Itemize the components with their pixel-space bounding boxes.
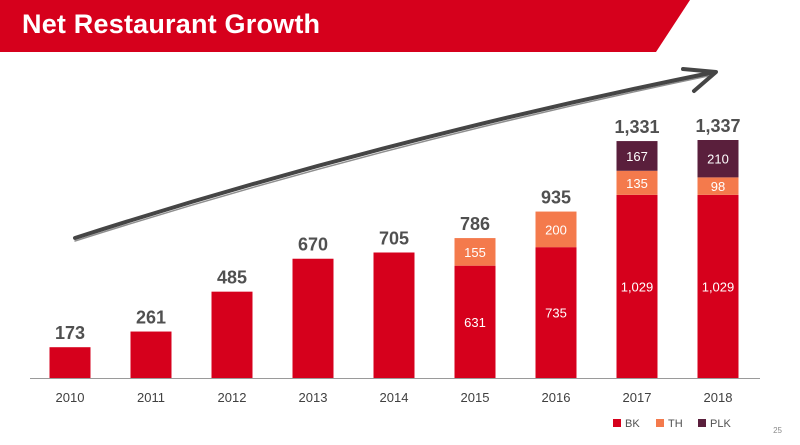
trend-arrow-head bbox=[681, 67, 718, 93]
bar-th-2017 bbox=[616, 170, 658, 195]
total-label-2018: 1,337 bbox=[695, 116, 740, 136]
bar-bk-2012 bbox=[211, 291, 253, 378]
segment-label-th-2016: 200 bbox=[545, 222, 567, 237]
title-banner bbox=[0, 0, 690, 52]
x-tick-2010: 2010 bbox=[56, 390, 85, 405]
trend-arrow-stroke bbox=[74, 75, 709, 242]
total-label-2012: 485 bbox=[217, 268, 247, 288]
x-tick-labels: 2010 2011 2012 2013 2014 2015 2016 2017 2018 bbox=[56, 390, 733, 405]
page-number: 25 bbox=[773, 426, 782, 435]
trend-arrow bbox=[73, 67, 718, 242]
bar-bk-2015 bbox=[454, 265, 496, 378]
x-tick-2018: 2018 bbox=[704, 390, 733, 405]
total-labels: 173 261 485 670 705 786 935 1,331 1,337 bbox=[55, 116, 741, 343]
x-tick-2013: 2013 bbox=[299, 390, 328, 405]
bar-plk-2017 bbox=[616, 141, 658, 171]
bar-bk-2011 bbox=[130, 331, 172, 378]
trend-arrow-line bbox=[73, 71, 712, 240]
x-tick-2014: 2014 bbox=[380, 390, 409, 405]
total-label-2016: 935 bbox=[541, 188, 571, 208]
bar-bk-2016 bbox=[535, 247, 577, 378]
total-label-2014: 705 bbox=[379, 229, 409, 249]
x-tick-2012: 2012 bbox=[218, 390, 247, 405]
legend-swatch-bk bbox=[613, 419, 621, 427]
bar-bk-2014 bbox=[373, 252, 415, 378]
segment-label-bk-2015: 631 bbox=[464, 315, 486, 330]
legend: BK TH PLK bbox=[613, 418, 731, 430]
segment-label-plk-2018: 210 bbox=[707, 152, 729, 167]
total-label-2013: 670 bbox=[298, 235, 328, 255]
segment-label-th-2017: 135 bbox=[626, 176, 648, 191]
bar-bk-2017 bbox=[616, 194, 658, 378]
x-tick-2015: 2015 bbox=[461, 390, 490, 405]
banner-shape bbox=[0, 0, 690, 52]
segment-label-plk-2017: 167 bbox=[626, 149, 648, 164]
bar-plk-2018 bbox=[697, 140, 739, 178]
legend-swatch-th bbox=[656, 419, 664, 427]
bar-th-2018 bbox=[697, 177, 739, 195]
x-tick-2017: 2017 bbox=[623, 390, 652, 405]
segment-label-bk-2018: 1,029 bbox=[702, 279, 735, 294]
x-tick-2011: 2011 bbox=[137, 390, 165, 405]
page-title: Net Restaurant Growth bbox=[22, 9, 321, 39]
bar-bk-2013 bbox=[292, 258, 334, 378]
segment-label-bk-2017: 1,029 bbox=[621, 279, 654, 294]
total-label-2010: 173 bbox=[55, 323, 85, 343]
total-label-2015: 786 bbox=[460, 214, 490, 234]
total-label-2017: 1,331 bbox=[614, 117, 659, 137]
bar-th-2015 bbox=[454, 238, 496, 266]
bars-group bbox=[49, 140, 739, 378]
segment-labels: 631 155 735 200 1,029 135 167 1,029 98 210 bbox=[464, 149, 734, 330]
legend-label-plk: PLK bbox=[710, 418, 731, 430]
segment-label-th-2018: 98 bbox=[711, 179, 725, 194]
bar-th-2016 bbox=[535, 211, 577, 248]
total-label-2011: 261 bbox=[136, 308, 166, 328]
x-tick-2016: 2016 bbox=[542, 390, 571, 405]
legend-swatch-plk bbox=[698, 419, 706, 427]
legend-label-bk: BK bbox=[625, 418, 640, 430]
bar-bk-2018 bbox=[697, 194, 739, 378]
segment-label-th-2015: 155 bbox=[464, 245, 486, 260]
legend-label-th: TH bbox=[668, 418, 683, 430]
segment-label-bk-2016: 735 bbox=[545, 306, 567, 321]
bar-bk-2010 bbox=[49, 347, 91, 378]
